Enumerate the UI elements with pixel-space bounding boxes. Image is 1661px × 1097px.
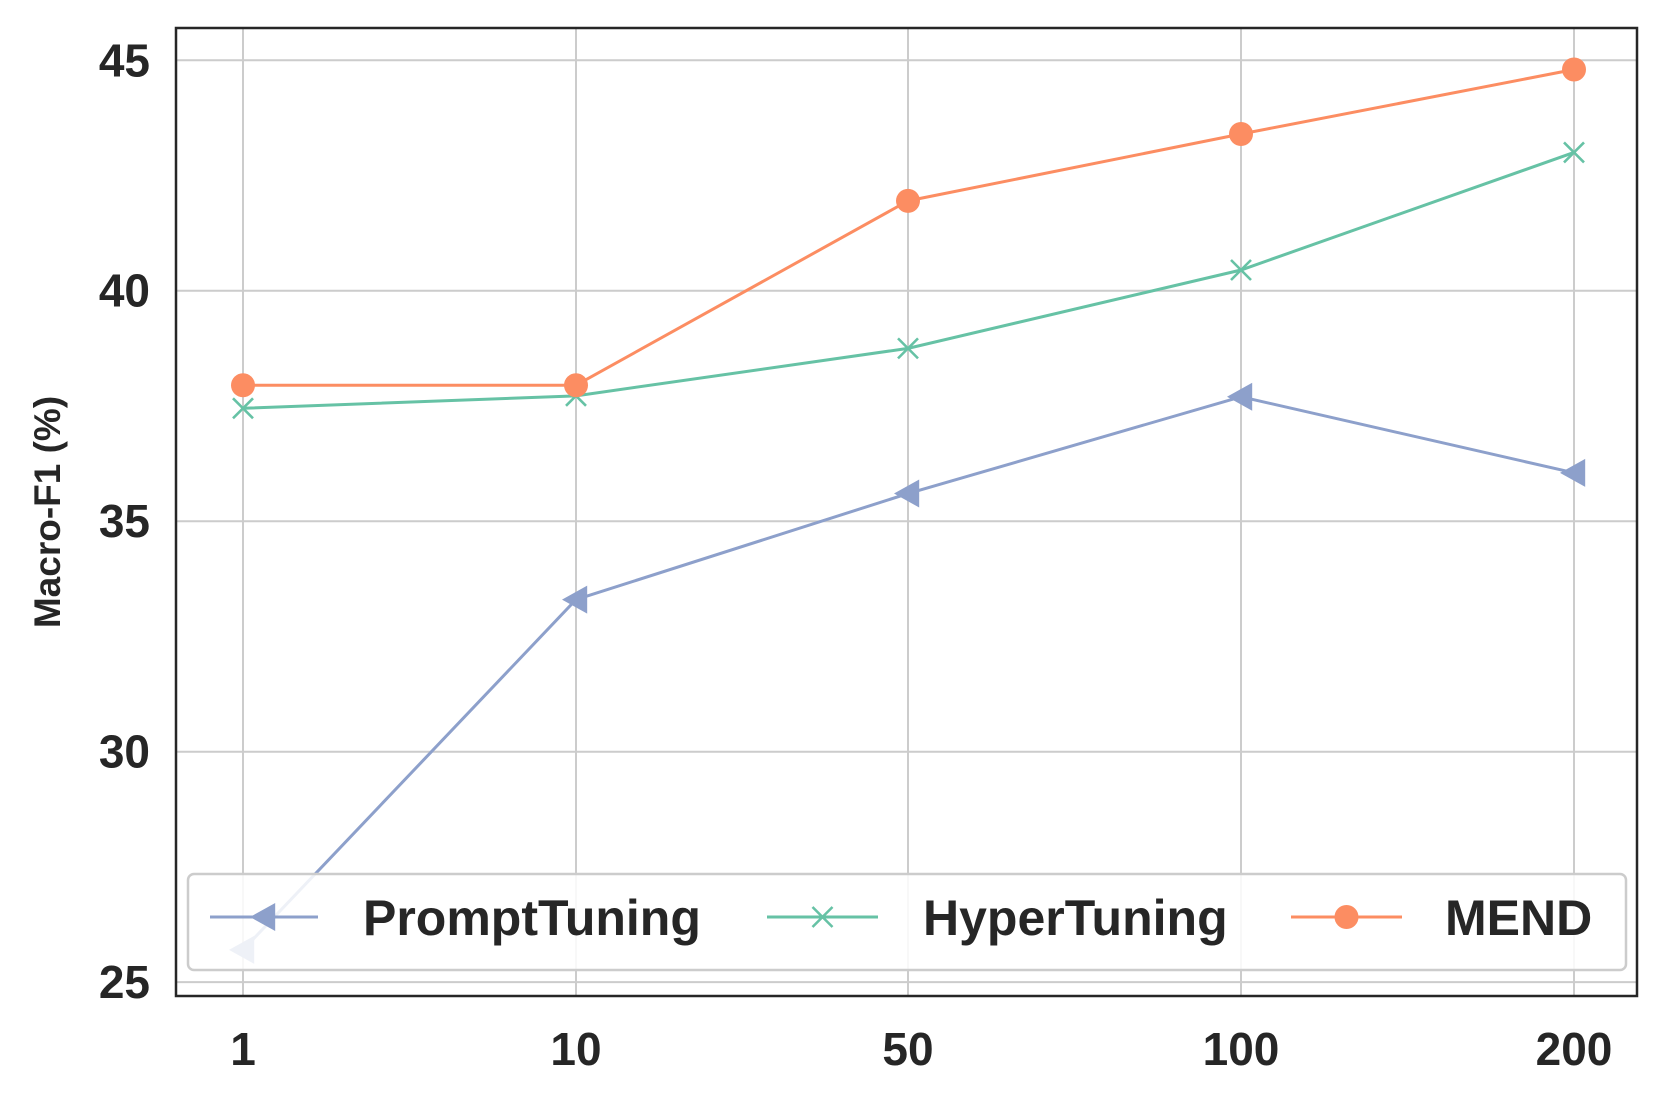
marker-stroke xyxy=(1230,259,1252,281)
tick-labels: 1 10 50 100 200 25 30 35 40 45 xyxy=(99,34,1613,1075)
legend: PromptTuning HyperTuning MEND xyxy=(186,872,1628,972)
y-tick-label-45: 45 xyxy=(99,34,150,86)
grid xyxy=(176,28,1637,996)
x-tick-label-100: 100 xyxy=(1203,1023,1280,1075)
legend-marker-icon xyxy=(1334,905,1359,929)
legend-box xyxy=(186,872,1628,972)
y-axis-label: Macro-F1 (%) xyxy=(27,396,68,628)
data-point-MEND-10 xyxy=(564,373,588,398)
x-tick-label-1: 1 xyxy=(230,1023,256,1075)
y-tick-label-25: 25 xyxy=(99,956,150,1008)
series-HyperTuning xyxy=(232,141,1585,420)
marker-stroke xyxy=(897,337,919,360)
data-point-HyperTuning-1 xyxy=(232,397,254,420)
data-point-HyperTuning-100 xyxy=(1230,259,1252,281)
data-point-PromptTuning-50 xyxy=(894,479,920,508)
data-point-MEND-100 xyxy=(1229,122,1253,147)
data-point-MEND-200 xyxy=(1562,57,1586,82)
legend-marker-icon xyxy=(250,903,276,931)
series-MEND xyxy=(231,57,1586,398)
data-point-HyperTuning-50 xyxy=(897,337,919,360)
y-tick-label-35: 35 xyxy=(99,495,150,547)
marker-stroke xyxy=(811,906,834,928)
data-point-MEND-1 xyxy=(231,373,255,398)
data-point-PromptTuning-200 xyxy=(1560,458,1586,487)
legend-label: MEND xyxy=(1445,890,1592,946)
legend-entry-PromptTuning: PromptTuning xyxy=(210,890,701,946)
legend-marker-icon xyxy=(811,906,834,928)
legend-entry-MEND: MEND xyxy=(1291,890,1592,946)
marker-stroke xyxy=(232,397,254,420)
marker-stroke xyxy=(1563,141,1585,164)
plot-frame xyxy=(174,26,1639,998)
legend-entry-HyperTuning: HyperTuning xyxy=(767,890,1228,946)
data-point-PromptTuning-10 xyxy=(562,585,588,614)
data-point-MEND-50 xyxy=(896,188,920,213)
data-point-HyperTuning-200 xyxy=(1563,141,1585,164)
y-tick-label-30: 30 xyxy=(99,726,150,778)
legend-label: PromptTuning xyxy=(363,890,701,946)
x-tick-label-200: 200 xyxy=(1536,1023,1613,1075)
legend-label: HyperTuning xyxy=(923,890,1228,946)
x-tick-label-10: 10 xyxy=(550,1023,601,1075)
x-tick-label-50: 50 xyxy=(882,1023,933,1075)
data-point-PromptTuning-100 xyxy=(1227,382,1253,411)
y-tick-label-40: 40 xyxy=(99,265,150,317)
